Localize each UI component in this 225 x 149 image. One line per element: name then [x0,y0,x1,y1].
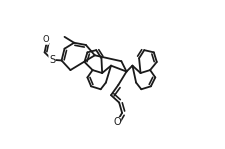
Text: O: O [113,117,121,128]
Text: S: S [49,55,55,65]
Text: O: O [42,35,49,44]
